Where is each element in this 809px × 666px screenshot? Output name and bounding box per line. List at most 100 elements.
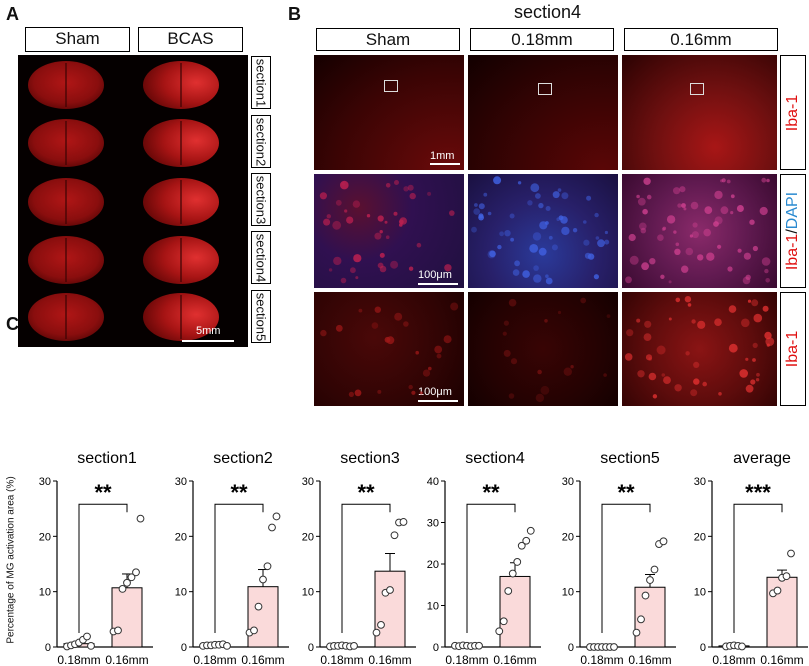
cell-dot [474,203,478,207]
tile-018-merge [468,174,618,288]
data-point [132,568,140,577]
data-point [504,587,513,595]
cell-dot [409,192,416,200]
cell-dot [685,351,690,356]
x-tick-label: 0.16mm [368,653,411,666]
brain-sections-image: 5mm [18,55,248,347]
cell-dot [628,233,636,242]
cell-dot [646,194,652,200]
cell-dot [751,299,759,307]
y-tick-label: 10 [175,587,187,599]
cell-dot [497,244,502,250]
data-point [223,641,231,650]
bar [111,587,143,648]
cell-dot [544,319,548,323]
y-tick-label: 0 [568,642,574,654]
cell-dot [561,192,569,200]
cell-dot [344,209,348,213]
cell-dot [606,314,611,318]
panel-label-a: A [6,4,19,24]
data-point [83,632,91,641]
cell-dot [483,192,488,197]
cell-dot [572,228,578,233]
cell-dot [636,194,640,199]
chart-title: section4 [465,450,525,467]
y-tick-label: 0 [308,642,314,654]
zoom-frame [384,80,398,92]
cell-dot [674,384,682,392]
significance-bracket [78,503,128,633]
data-point [123,578,131,587]
y-tick-label: 20 [302,531,314,543]
chart-title: average [733,450,791,467]
cell-dot [374,306,381,313]
cell-dot [377,215,384,222]
data-point [87,641,95,650]
cell-dot [649,258,656,265]
cell-dot [436,353,442,359]
cell-dot [717,244,722,249]
cell-dot [450,302,459,311]
section-label-1: section1 [251,56,271,109]
y-tick-label: 30 [694,476,706,488]
cell-dot [384,336,391,343]
cell-dot [642,208,648,215]
scale-bar-b3 [418,400,458,402]
cell-dot [399,217,408,225]
cell-dot [687,303,692,307]
cell-dot [728,343,738,353]
brain-sections-svg [28,61,219,341]
y-tick-label: 20 [175,531,187,543]
stain-label-row3: Iba-1 [780,292,806,406]
bar [374,570,406,648]
cell-dot [508,393,515,399]
cell-dot [473,208,481,215]
cell-dot [403,321,409,327]
cell-dot [408,384,413,390]
cell-dot [328,268,333,272]
scale-bar-a [182,340,234,342]
cell-dot [478,203,485,210]
data-point [386,586,394,594]
data-point [495,627,504,636]
cell-dot [427,191,432,196]
cell-dot [332,220,342,230]
cell-dot [765,278,770,283]
cell-dot [639,222,647,231]
cell-dot [693,361,700,368]
cell-dot [745,384,754,393]
section-label-3: section3 [251,173,271,226]
cell-dot [341,182,345,186]
data-point [390,531,399,540]
data-point [372,628,381,637]
x-tick-label: 0.18mm [712,653,755,666]
cell-dot [570,365,574,369]
cell-dot [393,211,398,216]
y-tick-label: 30 [562,476,574,488]
cell-dot [434,345,443,354]
cell-dot [673,230,677,234]
cell-dot [604,230,609,235]
tile-018-low [468,55,618,170]
cell-dot [489,250,496,258]
data-point [513,558,522,566]
chart-title: section5 [600,450,660,467]
cell-dot [662,226,667,231]
cell-dot [761,177,767,183]
cell-dot [752,245,759,252]
x-tick-label: 0.16mm [493,653,536,666]
cell-dot [340,180,349,190]
x-tick-label: 0.16mm [105,653,148,666]
cell-dot [517,181,522,185]
tile-sham-low [314,55,464,170]
cell-dot [713,221,719,227]
y-tick-label: 20 [427,559,439,571]
cell-dot [587,253,595,260]
cell-dot [428,366,432,371]
cell-dot [675,297,681,303]
y-tick-label: 20 [694,531,706,543]
cell-dot [674,248,681,255]
cell-dot [648,372,657,381]
cell-dot [394,180,399,185]
cell-dot [532,232,542,241]
